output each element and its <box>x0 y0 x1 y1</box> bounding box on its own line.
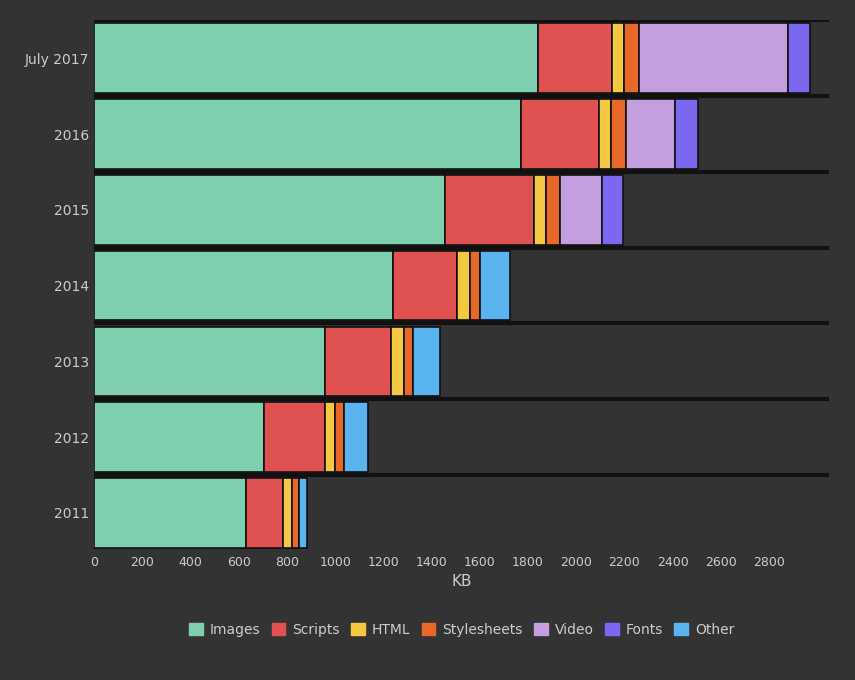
Bar <box>481 251 510 320</box>
X-axis label: KB: KB <box>451 574 472 589</box>
Bar <box>326 326 391 396</box>
Bar <box>292 478 299 548</box>
Bar <box>299 478 308 548</box>
Bar <box>94 251 393 320</box>
Bar <box>626 99 675 169</box>
Bar <box>94 175 445 245</box>
Bar <box>246 478 283 548</box>
Bar <box>94 99 521 169</box>
Bar <box>94 23 538 93</box>
Bar <box>612 23 624 93</box>
Bar <box>675 99 698 169</box>
Bar <box>326 403 335 472</box>
Bar <box>602 175 623 245</box>
Bar <box>344 403 368 472</box>
Bar <box>610 99 626 169</box>
Bar <box>788 23 810 93</box>
Bar <box>470 251 481 320</box>
Legend: Images, Scripts, HTML, Stylesheets, Video, Fonts, Other: Images, Scripts, HTML, Stylesheets, Vide… <box>189 623 734 636</box>
Bar <box>521 99 599 169</box>
Bar <box>413 326 439 396</box>
Bar <box>534 175 545 245</box>
Bar <box>94 478 246 548</box>
Bar <box>559 175 602 245</box>
Bar <box>624 23 639 93</box>
Bar <box>391 326 404 396</box>
Bar <box>335 403 344 472</box>
Bar <box>94 403 264 472</box>
Bar <box>94 326 326 396</box>
Bar <box>393 251 457 320</box>
Bar <box>404 326 413 396</box>
Bar <box>545 175 559 245</box>
Bar <box>639 23 788 93</box>
Bar <box>264 403 326 472</box>
Bar <box>457 251 470 320</box>
Bar <box>283 478 292 548</box>
Bar <box>445 175 534 245</box>
Bar <box>538 23 612 93</box>
Bar <box>599 99 610 169</box>
